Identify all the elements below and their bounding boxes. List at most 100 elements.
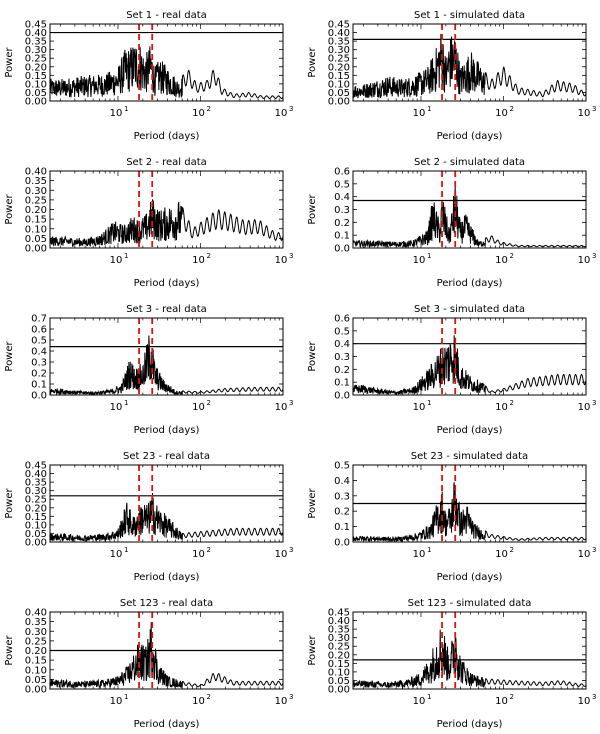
chart-panel-9: Set 123 - real data0.000.050.100.150.200… (4, 598, 293, 730)
periodogram-line (353, 33, 586, 99)
y-tick-label: 0.0 (334, 391, 350, 402)
x-tick-label: 10 (110, 696, 123, 707)
x-tick-label: 10 (495, 402, 508, 413)
chart-panel-6: Set 3 - simulated data 0.0 0.1 0.2 0.3 0.4 0.5… (307, 304, 596, 436)
y-tick-label: 0.45 (328, 20, 350, 31)
x-tick-exponent: 1 (124, 546, 128, 554)
y-tick-label: 0.35 (25, 37, 47, 48)
y-tick-label: 0.05 (328, 88, 350, 99)
plot-frame (49, 23, 284, 102)
x-tick-label: 10 (275, 696, 288, 707)
chart-panel-3: Set 2 - real data 0.000.050.100.150.200.2… (4, 157, 293, 289)
chart-panel-4: Set 2 - simulated data 0.0 0.1 0.2 0.3 0.4 0.5… (307, 157, 596, 289)
x-tick-label: 10 (495, 696, 508, 707)
x-tick-exponent: 1 (124, 105, 128, 113)
x-tick-label: 10 (578, 108, 591, 119)
x-tick-label: 10 (275, 402, 288, 413)
x-tick-label: 10 (275, 108, 288, 119)
x-tick-label: 10 (192, 255, 205, 266)
chart-title: Set 2 - simulated data (414, 157, 525, 168)
y-tick-label: 0.40 (328, 616, 350, 627)
periodogram-line (50, 46, 283, 99)
x-tick-exponent: 3 (592, 546, 596, 554)
chart-title: Set 1 - real data (126, 10, 207, 21)
y-tick-label: 0.1 (31, 380, 47, 391)
y-tick-label: 0.00 (25, 538, 47, 549)
y-axis-label: Power (307, 193, 318, 224)
periodogram-line (353, 186, 586, 248)
y-tick-label: 0.2 (334, 507, 350, 518)
x-tick-label: 10 (578, 402, 591, 413)
y-tick-label: 0.30 (25, 45, 47, 56)
y-axis-label: Power (4, 340, 15, 371)
x-tick-label: 10 (110, 108, 123, 119)
x-tick-label: 10 (413, 255, 426, 266)
y-tick-label: 0.35 (328, 625, 350, 636)
y-tick-label: 0.4 (334, 339, 350, 350)
y-tick-label: 0.45 (25, 461, 47, 472)
y-tick-label: 0.10 (25, 224, 47, 235)
x-tick-label: 10 (578, 255, 591, 266)
x-tick-exponent: 1 (427, 399, 431, 407)
x-tick-exponent: 2 (509, 693, 513, 701)
x-tick-label: 10 (578, 696, 591, 707)
y-tick-label: 0.6 (334, 314, 350, 325)
y-tick-label: 0.15 (25, 656, 47, 667)
y-tick-label: 0.20 (25, 205, 47, 216)
y-tick-label: 0.1 (334, 522, 350, 533)
x-axis-label: Period (days) (437, 278, 503, 289)
x-tick-exponent: 3 (592, 105, 596, 113)
y-tick-label: 0.20 (25, 62, 47, 73)
x-tick-exponent: 1 (427, 693, 431, 701)
y-tick-label: 0.0 (31, 391, 47, 402)
x-tick-label: 10 (275, 549, 288, 560)
y-axis-label: Power (4, 634, 15, 665)
y-tick-label: 0.15 (25, 215, 47, 226)
y-tick-label: 0.35 (328, 37, 350, 48)
y-tick-label: 0.25 (25, 195, 47, 206)
x-tick-label: 10 (413, 696, 426, 707)
y-axis-label: Power (307, 634, 318, 665)
y-tick-label: 0.3 (334, 352, 350, 363)
y-tick-label: 0.6 (31, 325, 47, 336)
x-tick-label: 10 (110, 402, 123, 413)
y-tick-label: 0.15 (328, 659, 350, 670)
y-tick-label: 0.40 (25, 28, 47, 39)
x-tick-exponent: 1 (124, 252, 128, 260)
y-tick-label: 0.25 (25, 636, 47, 647)
y-tick-label: 0.2 (31, 369, 47, 380)
y-tick-label: 0.05 (328, 676, 350, 687)
y-tick-label: 0.40 (25, 167, 47, 178)
x-tick-exponent: 3 (289, 693, 293, 701)
y-tick-label: 0.20 (25, 503, 47, 514)
y-tick-label: 0.00 (25, 244, 47, 255)
y-tick-label: 0.10 (328, 79, 350, 90)
plot-frame (352, 464, 587, 543)
y-axis-label: Power (307, 487, 318, 518)
y-tick-label: 0.35 (25, 478, 47, 489)
y-tick-label: 0.6 (334, 167, 350, 178)
y-tick-label: 0.4 (334, 192, 350, 203)
y-tick-label: 0.2 (334, 365, 350, 376)
chart-title: Set 123 - real data (120, 598, 213, 609)
x-tick-label: 10 (413, 402, 426, 413)
chart-panel-10: Set 123 - simulated data 0.000.050.100.15… (307, 598, 596, 730)
y-tick-label: 0.2 (334, 218, 350, 229)
y-tick-label: 0.10 (25, 520, 47, 531)
x-tick-label: 10 (192, 108, 205, 119)
y-tick-label: 0.30 (25, 186, 47, 197)
y-tick-label: 0.25 (328, 642, 350, 653)
periodogram-line (353, 482, 586, 542)
x-tick-exponent: 2 (206, 105, 210, 113)
x-tick-exponent: 2 (509, 252, 513, 260)
x-axis-label: Period (days) (134, 572, 200, 583)
x-tick-label: 10 (495, 108, 508, 119)
y-tick-label: 0.1 (334, 231, 350, 242)
y-axis-label: Power (4, 487, 15, 518)
y-tick-label: 0.00 (25, 97, 47, 108)
x-tick-label: 10 (578, 549, 591, 560)
y-tick-label: 0.30 (25, 486, 47, 497)
y-tick-label: 0.35 (25, 617, 47, 628)
plot-frame (352, 23, 587, 102)
